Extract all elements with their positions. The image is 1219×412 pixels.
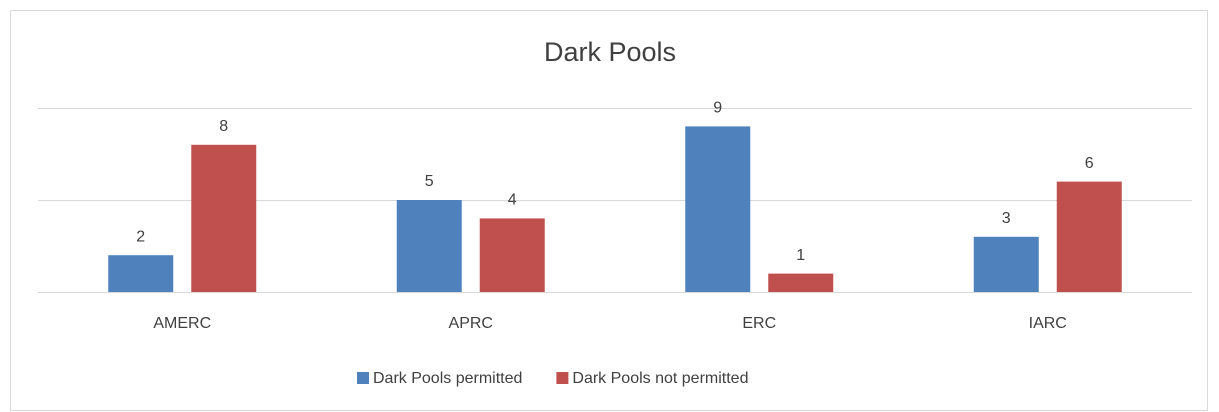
x-tick-label: IARC — [1029, 315, 1067, 332]
data-label: 8 — [219, 118, 228, 135]
x-tick-label: AMERC — [153, 315, 211, 332]
bar — [396, 200, 462, 292]
data-label: 2 — [136, 228, 145, 245]
bar — [191, 144, 257, 292]
data-label: 4 — [508, 192, 517, 209]
data-label: 9 — [713, 100, 722, 117]
bar — [973, 236, 1039, 292]
legend-swatch — [357, 372, 369, 384]
legend-label: Dark Pools not permitted — [572, 370, 748, 387]
x-tick-label: APRC — [449, 315, 493, 332]
chart-title: Dark Pools — [544, 37, 676, 67]
data-label: 5 — [425, 173, 434, 190]
x-tick-label: ERC — [742, 315, 776, 332]
data-label: 1 — [796, 247, 805, 264]
bar — [685, 126, 751, 293]
data-label: 6 — [1085, 155, 1094, 172]
chart-frame — [10, 10, 1208, 411]
bar — [768, 273, 834, 292]
legend-label: Dark Pools permitted — [373, 370, 522, 387]
bar — [108, 255, 174, 292]
legend-swatch — [556, 372, 569, 384]
bar — [1056, 181, 1122, 292]
data-label: 3 — [1002, 210, 1011, 227]
bar — [479, 218, 545, 292]
